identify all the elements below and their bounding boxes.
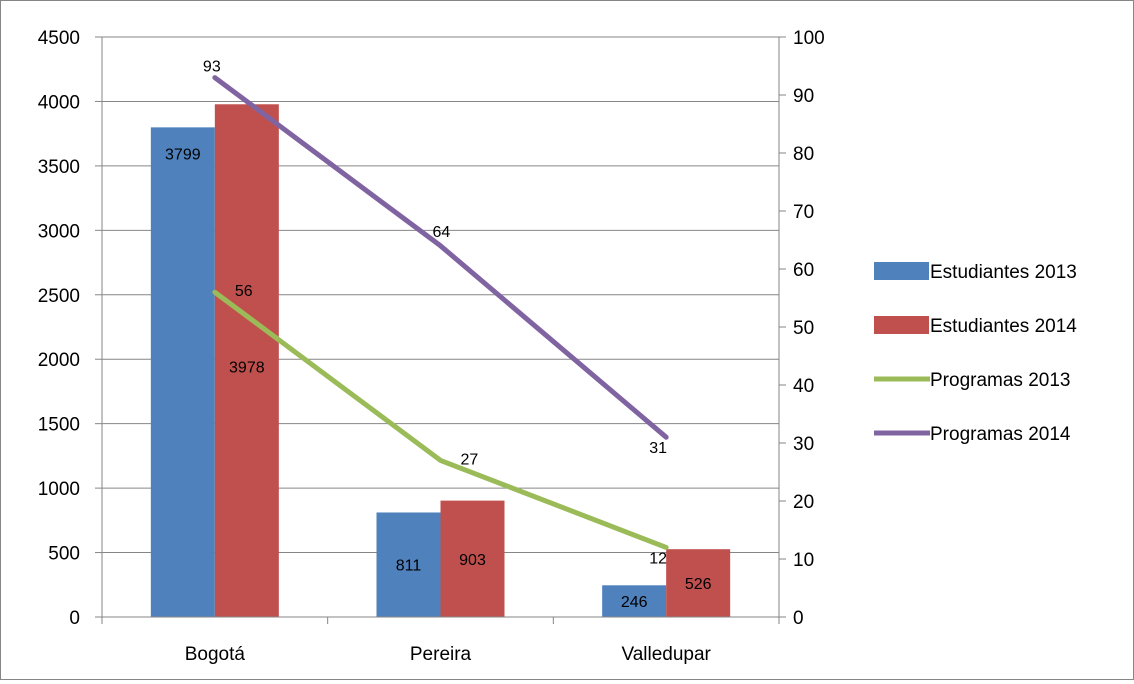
legend-label: Estudiantes 2013 — [930, 262, 1077, 283]
right-axis-tick-label: 50 — [793, 318, 814, 339]
legend-label: Programas 2014 — [930, 424, 1071, 445]
x-axis-tick-label: Pereira — [410, 644, 472, 665]
left-axis-tick-label: 0 — [69, 608, 80, 629]
left-axis-tick-label: 1000 — [38, 479, 80, 500]
bar — [214, 104, 279, 617]
series-line — [212, 289, 669, 550]
right-axis-tick-label: 90 — [793, 86, 814, 107]
left-axis-tick-label: 2000 — [38, 350, 80, 371]
right-axis-tick-label: 100 — [793, 28, 825, 49]
bar — [150, 127, 215, 618]
bar — [376, 512, 441, 617]
x-axis-tick-label: Bogotá — [185, 644, 246, 665]
bar-data-label: 3978 — [229, 360, 265, 377]
series-line — [212, 75, 669, 440]
line-data-label: 12 — [649, 550, 667, 567]
left-axis-tick-label: 1500 — [38, 415, 80, 436]
right-axis-tick-label: 30 — [793, 434, 814, 455]
left-axis-tick-label: 3500 — [38, 157, 80, 178]
right-axis-tick-label: 20 — [793, 492, 814, 513]
bar-data-label: 3799 — [165, 146, 201, 163]
right-axis-tick-label: 80 — [793, 144, 814, 165]
x-axis-tick-label: Valledupar — [621, 644, 711, 665]
line-data-label: 56 — [235, 283, 253, 300]
left-axis-tick-label: 4500 — [38, 28, 80, 49]
left-axis-tick-label: 2500 — [38, 286, 80, 307]
data-labels: 3799 811 246 3978 903 526 56 27 12 93 64 31 — [165, 59, 712, 612]
right-axis-tick-label: 70 — [793, 202, 814, 223]
bar-data-label: 246 — [621, 594, 648, 611]
bar — [666, 549, 731, 617]
legend-label: Programas 2013 — [930, 370, 1070, 391]
bar — [602, 585, 667, 617]
left-axis-tick-label: 4000 — [38, 92, 80, 113]
right-axis-tick-label: 60 — [793, 260, 814, 281]
bar-data-label: 811 — [396, 558, 422, 575]
left-axis-tick-label: 3000 — [38, 221, 80, 242]
bars — [150, 104, 731, 618]
line-data-label: 27 — [461, 451, 479, 468]
right-axis-tick-label: 40 — [793, 376, 814, 397]
legend-swatch — [874, 316, 929, 334]
right-axis-tick-label: 10 — [793, 550, 814, 571]
right-axis-tick-label: 0 — [793, 608, 804, 629]
bar-data-label: 903 — [459, 552, 486, 569]
left-axis-tick-label: 500 — [48, 544, 80, 565]
legend-swatch — [874, 262, 929, 280]
axes: 0 500 1000 1500 2000 2500 3000 3500 4000 4500 0 10 2… — [38, 28, 825, 665]
legend: Estudiantes 2013 Estudiantes 2014 Programa… — [874, 262, 1077, 445]
bar — [440, 500, 505, 617]
series-lines — [212, 75, 669, 550]
bar-data-label: 526 — [685, 576, 712, 593]
line-data-label: 93 — [203, 59, 221, 76]
line-data-label: 31 — [649, 440, 667, 457]
legend-label: Estudiantes 2014 — [930, 316, 1077, 337]
line-data-label: 64 — [433, 224, 451, 241]
